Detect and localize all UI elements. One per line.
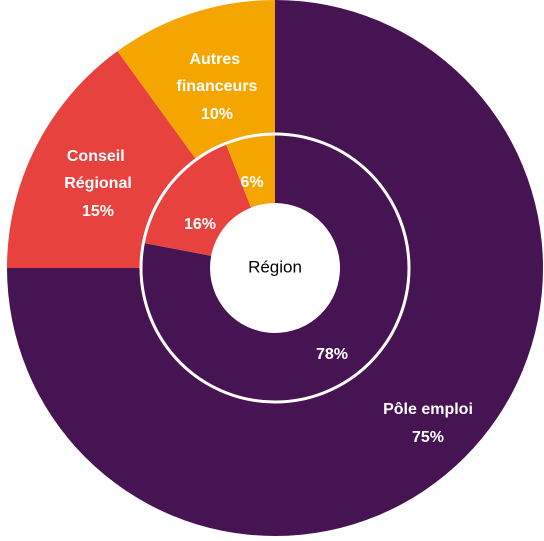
pie-slice bbox=[7, 51, 196, 269]
label-line: Pôle emploi bbox=[383, 401, 473, 418]
pie-slice bbox=[226, 135, 275, 208]
value-label: 10% bbox=[201, 106, 233, 123]
value-label: 78% bbox=[316, 346, 348, 363]
label-line: Conseil bbox=[67, 148, 129, 165]
pie-slice bbox=[117, 0, 276, 159]
label-line: financeurs bbox=[177, 78, 258, 95]
category-label: Autres financeurs bbox=[177, 51, 258, 95]
value-label: 15% bbox=[82, 203, 114, 220]
value-label: 16% bbox=[184, 216, 216, 233]
value-label: 75% bbox=[412, 429, 444, 446]
category-label: Conseil Régional bbox=[64, 148, 132, 192]
label-line: Régional bbox=[64, 175, 132, 192]
center-label: Région bbox=[248, 257, 302, 276]
category-label: Pôle emploi bbox=[383, 401, 473, 418]
pie-slice bbox=[7, 0, 543, 536]
ring-divider bbox=[139, 132, 411, 404]
label-line: Autres bbox=[189, 51, 244, 68]
value-label: 6% bbox=[240, 174, 263, 191]
pie-slice bbox=[141, 135, 408, 401]
pie-slice bbox=[144, 144, 252, 256]
